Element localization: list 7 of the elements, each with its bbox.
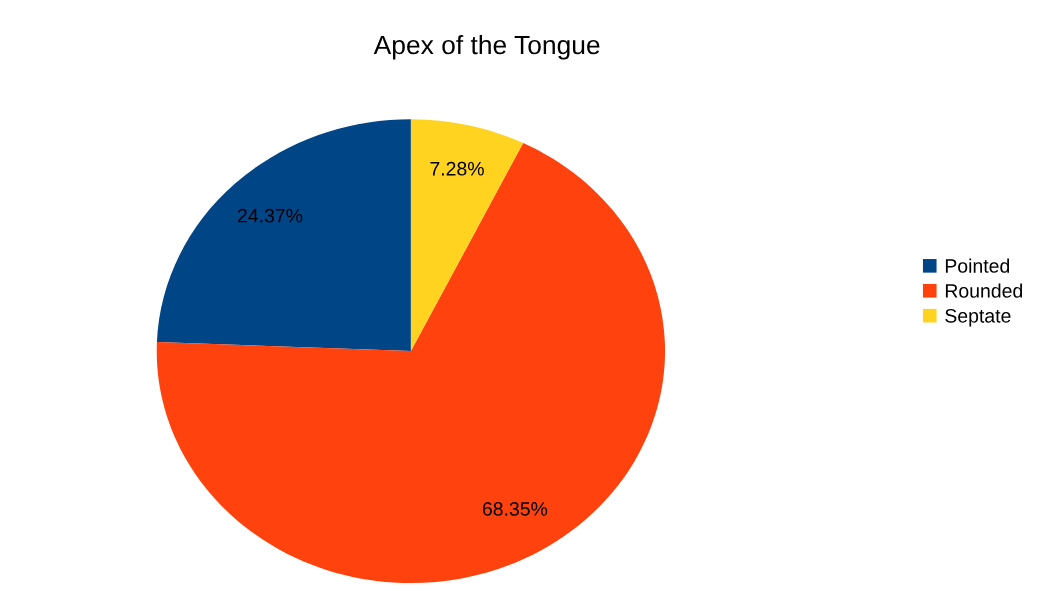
legend-label: Rounded [945, 283, 1023, 298]
chart-title: Apex of the Tongue [373, 34, 600, 60]
data-label: 24.37% [238, 208, 303, 223]
legend-label: Septate [945, 308, 1011, 327]
legend-label: Pointed [945, 258, 1010, 273]
data-label: 7.28% [430, 161, 484, 176]
data-label: 68.35% [482, 502, 548, 516]
